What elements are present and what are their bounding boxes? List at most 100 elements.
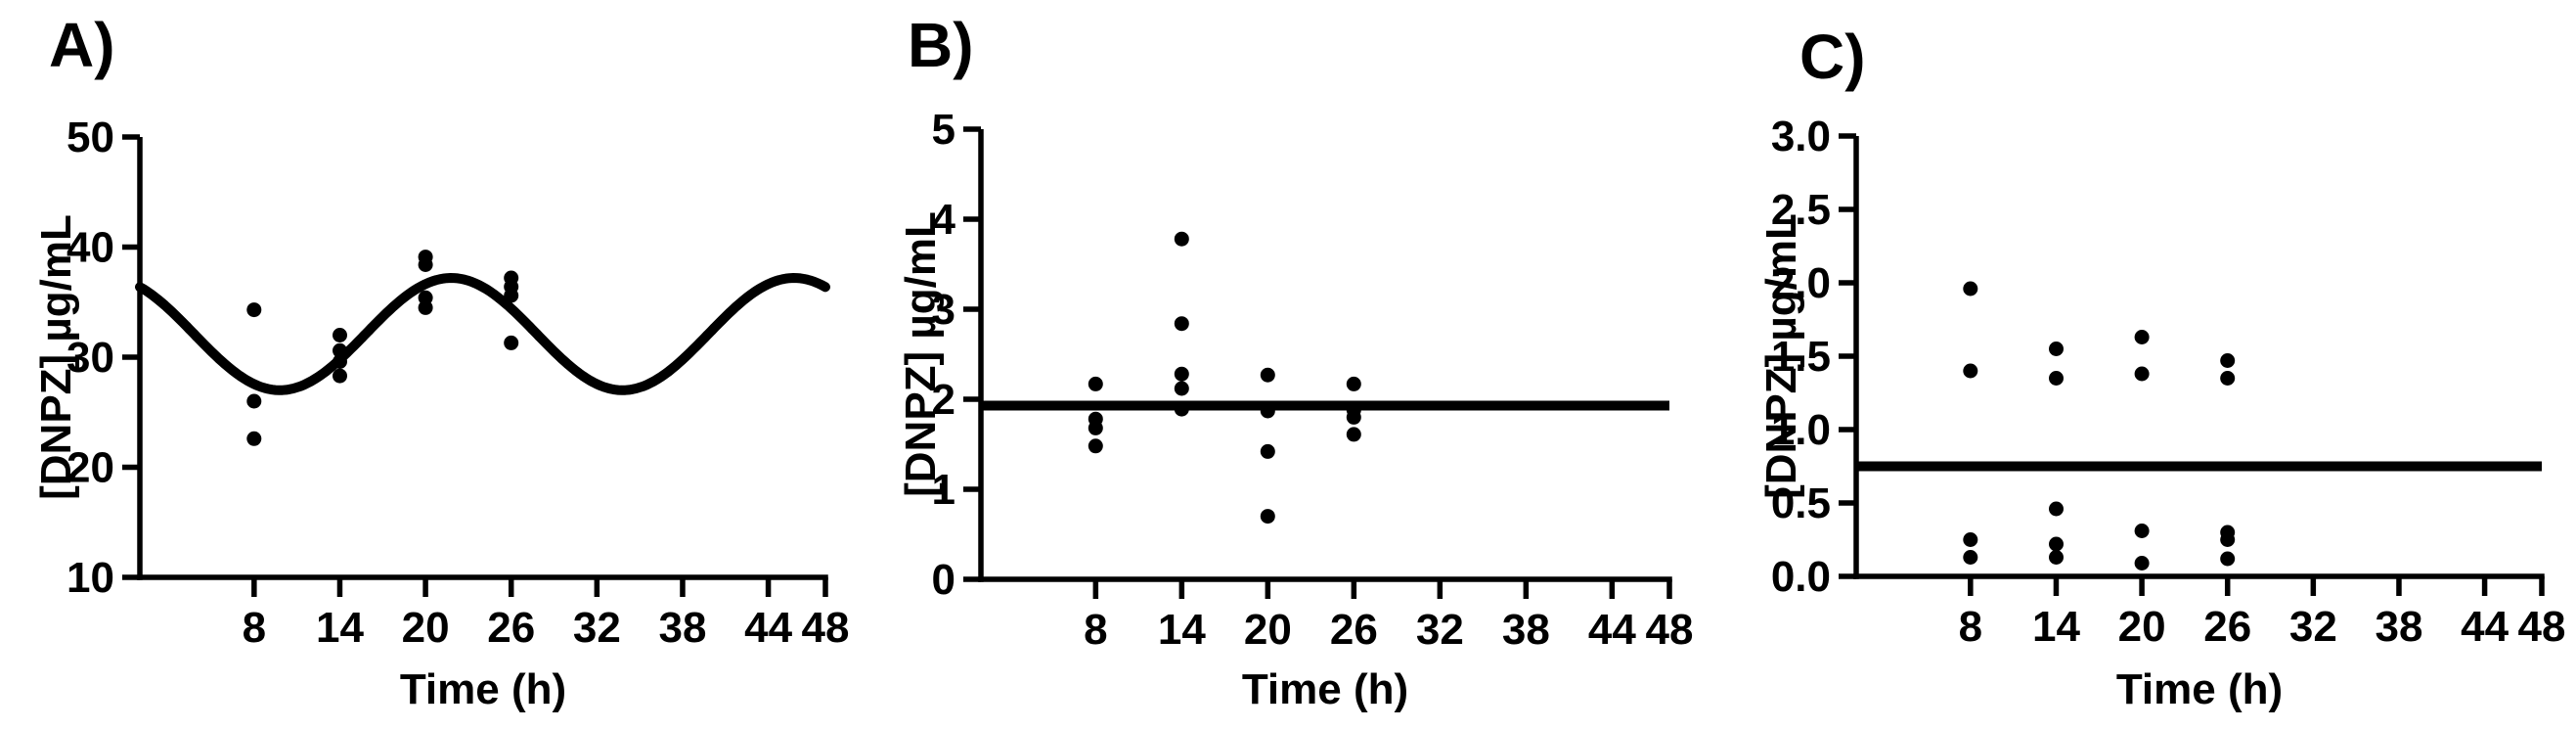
x-tick-label: 32 <box>573 604 621 652</box>
data-point <box>418 257 433 272</box>
y-tick-label: 3.0 <box>1771 113 1831 160</box>
y-tick-label: 30 <box>67 334 114 382</box>
data-point <box>1088 438 1103 454</box>
data-point <box>1174 366 1189 382</box>
data-point <box>1174 316 1189 332</box>
y-tick-label: 0.5 <box>1771 479 1831 527</box>
data-point <box>2049 501 2064 517</box>
y-tick-label: 2.0 <box>1771 259 1831 307</box>
y-tick-label: 1.0 <box>1771 406 1831 454</box>
panel-c: C) [DNPZ] µg/mL Time (h) 0.0 0.5 1.0 1.5 2.0… <box>1717 0 2576 730</box>
panel-a-label: A) <box>49 10 115 80</box>
x-tick-label: 20 <box>402 604 450 652</box>
x-tick-label: 38 <box>1502 606 1550 654</box>
data-point <box>1963 550 1978 565</box>
data-point <box>2049 371 2064 386</box>
y-tick-label: 20 <box>67 444 114 492</box>
y-tick-label: 10 <box>67 554 114 602</box>
panel-a: A) [DNPZ] µg/mL Time (h) 10 20 30 40 50 8 14 20… <box>0 0 859 730</box>
panel-b-x-axis-title: Time (h) <box>1241 665 1409 713</box>
data-point <box>2134 366 2150 382</box>
x-tick-label: 26 <box>2203 603 2251 651</box>
x-tick-label: 44 <box>2461 603 2509 651</box>
panel-a-x-axis-title: Time (h) <box>399 665 567 713</box>
panel-b-label: B) <box>908 10 974 80</box>
data-point <box>1346 409 1361 425</box>
x-tick-label: 38 <box>2375 603 2422 651</box>
data-point <box>246 393 262 409</box>
y-tick-label: 4 <box>932 196 956 244</box>
data-point <box>1088 376 1103 391</box>
data-point <box>333 354 347 369</box>
data-point <box>2049 550 2064 565</box>
data-point <box>1174 231 1189 247</box>
data-point <box>2220 353 2236 368</box>
data-point <box>1174 381 1189 396</box>
data-point <box>1260 443 1275 459</box>
x-tick-label: 44 <box>1588 606 1636 654</box>
x-tick-label: 38 <box>658 604 706 652</box>
x-tick-label: 8 <box>1959 603 1982 651</box>
panel-b-y-axis-title: [DNPZ] µg/mL <box>897 211 945 497</box>
panel-a-plot: 10 20 30 40 50 8 14 20 26 32 38 44 48 <box>67 114 850 652</box>
panel-b: B) [DNPZ] µg/mL Time (h) 0 1 2 3 4 5 8 14 20 26 32… <box>859 0 1717 730</box>
data-point <box>1346 376 1361 391</box>
data-point <box>1088 420 1103 435</box>
data-point <box>246 302 262 318</box>
x-tick-label: 8 <box>1084 606 1107 654</box>
x-tick-label: 26 <box>487 604 535 652</box>
data-point <box>246 431 262 446</box>
x-tick-label: 14 <box>316 604 364 652</box>
data-point <box>1260 367 1275 383</box>
x-tick-label: 26 <box>1330 606 1378 654</box>
data-point <box>2220 371 2236 386</box>
data-point <box>1963 532 1978 547</box>
panel-b-plot: 0 1 2 3 4 5 8 14 20 26 32 38 44 48 <box>932 106 1694 654</box>
data-point <box>418 299 433 315</box>
x-tick-label: 14 <box>2032 603 2080 651</box>
data-point <box>2134 556 2150 570</box>
data-point <box>333 328 347 342</box>
x-tick-label: 20 <box>2118 603 2166 651</box>
panel-a-y-axis-title: [DNPZ] µg/mL <box>32 214 80 500</box>
x-tick-label: 20 <box>1244 606 1292 654</box>
y-tick-label: 2.5 <box>1771 186 1831 234</box>
y-tick-label: 5 <box>932 106 955 154</box>
panel-c-plot: 0.0 0.5 1.0 1.5 2.0 2.5 3.0 8 14 20 26 32 38 44 48 <box>1771 113 2566 651</box>
panel-c-label: C) <box>1799 22 1866 92</box>
data-point <box>333 368 347 384</box>
data-point <box>1963 363 1978 379</box>
x-tick-label: 48 <box>1646 606 1694 654</box>
data-point <box>1963 281 1978 297</box>
data-point <box>504 288 519 303</box>
panel-c-x-axis-title: Time (h) <box>2115 665 2284 713</box>
data-point <box>333 342 347 358</box>
data-point <box>504 335 519 350</box>
data-point <box>2134 330 2150 344</box>
panel-c-y-axis-title: [DNPZ] µg/mL <box>1757 213 1805 499</box>
data-point <box>2220 551 2236 567</box>
x-tick-label: 48 <box>2518 603 2566 651</box>
y-tick-label: 40 <box>67 224 114 272</box>
data-point <box>1260 509 1275 525</box>
x-tick-label: 32 <box>1416 606 1464 654</box>
data-point <box>1346 427 1361 442</box>
y-tick-label: 3 <box>932 286 955 334</box>
x-tick-label: 14 <box>1158 606 1206 654</box>
y-tick-label: 0.0 <box>1771 553 1831 601</box>
data-point <box>2220 532 2236 547</box>
y-tick-label: 2 <box>932 376 955 424</box>
data-point <box>2049 342 2064 356</box>
x-tick-label: 8 <box>243 604 266 652</box>
y-tick-label: 1.5 <box>1771 333 1831 381</box>
x-tick-label: 44 <box>744 604 792 652</box>
x-tick-label: 48 <box>802 604 850 652</box>
fit-curve <box>135 273 830 395</box>
data-point <box>2049 536 2064 552</box>
data-point <box>1174 401 1189 417</box>
data-point <box>2134 524 2150 538</box>
x-tick-label: 32 <box>2289 603 2337 651</box>
y-tick-label: 0 <box>932 556 955 604</box>
y-tick-label: 50 <box>67 114 114 161</box>
